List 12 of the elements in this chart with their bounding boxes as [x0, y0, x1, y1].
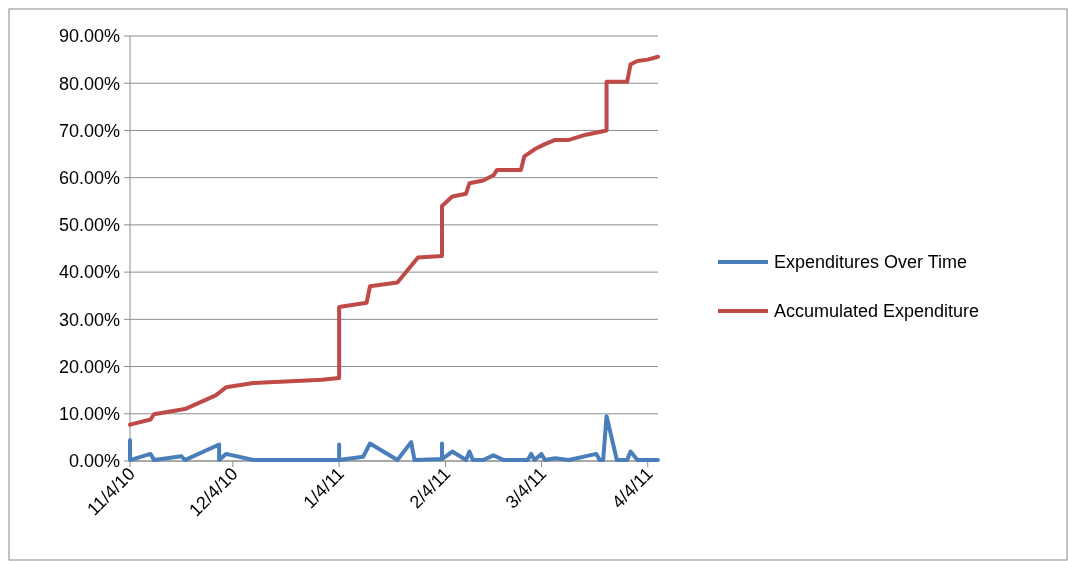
- y-tick-label: 30.00%: [58, 309, 120, 330]
- y-tick-label: 70.00%: [58, 120, 120, 141]
- y-tick-label: 60.00%: [58, 167, 120, 188]
- legend-label: Expenditures Over Time: [774, 252, 968, 273]
- y-tick-label: 20.00%: [58, 356, 120, 377]
- y-tick-label: 0.00%: [68, 451, 120, 472]
- y-tick-label: 40.00%: [58, 262, 120, 283]
- y-tick-label: 10.00%: [58, 404, 120, 425]
- y-tick-label: 80.00%: [58, 73, 120, 94]
- y-tick-label: 50.00%: [58, 215, 120, 236]
- legend-label: Accumulated Expenditure: [774, 301, 980, 322]
- y-tick-label: 90.00%: [58, 26, 120, 47]
